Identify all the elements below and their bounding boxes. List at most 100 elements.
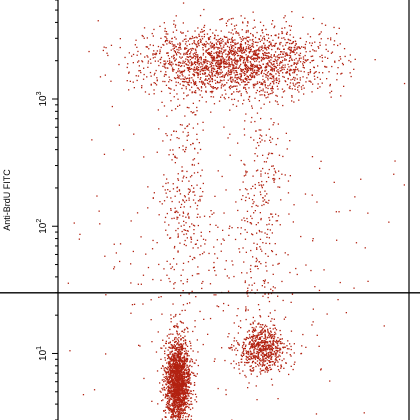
data-point xyxy=(193,74,195,77)
data-point xyxy=(180,402,182,405)
data-point xyxy=(255,365,257,368)
data-point xyxy=(183,233,185,236)
data-point xyxy=(167,403,170,405)
data-point xyxy=(251,199,254,201)
data-point xyxy=(275,356,278,358)
data-point xyxy=(248,67,250,69)
data-point xyxy=(236,55,239,57)
data-point xyxy=(216,51,218,53)
data-point xyxy=(163,44,165,46)
data-point xyxy=(241,81,243,83)
data-point xyxy=(174,357,177,359)
data-point xyxy=(164,41,166,43)
data-point xyxy=(257,49,259,51)
data-point xyxy=(234,46,237,49)
data-point xyxy=(242,61,245,63)
data-point xyxy=(260,333,262,336)
data-point xyxy=(294,79,296,81)
data-point xyxy=(240,47,243,49)
data-point xyxy=(240,44,242,46)
data-point xyxy=(186,237,188,239)
data-point xyxy=(178,47,180,49)
data-point xyxy=(178,412,180,414)
data-point xyxy=(165,394,167,396)
data-point xyxy=(175,46,177,48)
data-point xyxy=(194,42,196,45)
data-point xyxy=(197,364,199,367)
data-point xyxy=(200,59,202,61)
data-point xyxy=(235,51,237,53)
data-point xyxy=(233,345,235,347)
data-point xyxy=(175,348,177,350)
data-point xyxy=(269,136,272,138)
data-point xyxy=(187,382,190,384)
data-point xyxy=(163,22,165,24)
data-point xyxy=(217,87,219,89)
data-point xyxy=(144,56,146,58)
data-point xyxy=(187,68,190,70)
data-point xyxy=(176,380,178,383)
data-point xyxy=(247,351,250,353)
data-point xyxy=(286,53,288,55)
data-point xyxy=(202,47,204,49)
data-point xyxy=(199,38,201,40)
data-point xyxy=(283,17,285,19)
data-point xyxy=(252,340,254,342)
data-point xyxy=(195,243,197,245)
data-point xyxy=(203,82,205,84)
data-point xyxy=(172,402,174,405)
data-point xyxy=(271,348,273,351)
data-point xyxy=(263,358,265,360)
data-point xyxy=(124,56,126,59)
data-point xyxy=(189,59,192,61)
data-point xyxy=(180,203,183,206)
data-point xyxy=(253,335,256,337)
data-point xyxy=(251,39,253,41)
data-point xyxy=(374,59,376,61)
data-point xyxy=(185,376,188,378)
data-point xyxy=(294,70,296,72)
data-point xyxy=(178,384,180,386)
data-point xyxy=(257,323,259,325)
data-point xyxy=(188,48,190,51)
data-point xyxy=(274,25,276,27)
data-point xyxy=(172,353,174,355)
data-point xyxy=(278,340,280,343)
data-point xyxy=(250,277,252,279)
data-point xyxy=(141,87,143,89)
data-point xyxy=(202,81,204,83)
data-point xyxy=(184,43,187,45)
data-point xyxy=(184,369,186,371)
data-point xyxy=(276,64,279,66)
data-point xyxy=(304,61,306,64)
data-point xyxy=(294,361,296,363)
data-point xyxy=(403,82,406,85)
data-point xyxy=(268,57,270,59)
data-point xyxy=(289,68,291,70)
data-point xyxy=(273,363,275,365)
data-point xyxy=(267,342,269,344)
data-point xyxy=(181,401,184,404)
data-point xyxy=(193,62,196,64)
data-point xyxy=(265,342,267,344)
data-point xyxy=(259,64,262,67)
data-point xyxy=(208,74,210,76)
data-point xyxy=(194,69,196,71)
data-point xyxy=(169,370,171,372)
data-point xyxy=(237,32,240,34)
data-point xyxy=(189,77,191,79)
data-point xyxy=(300,57,302,59)
data-point xyxy=(250,32,252,35)
data-point xyxy=(233,65,235,67)
data-point xyxy=(174,315,177,317)
data-point xyxy=(179,385,181,387)
data-point xyxy=(186,398,188,400)
data-point xyxy=(196,66,198,68)
data-point xyxy=(164,189,166,191)
data-point xyxy=(251,64,253,66)
data-point xyxy=(173,20,175,22)
data-point xyxy=(233,48,235,50)
data-point xyxy=(182,402,184,405)
data-point xyxy=(265,74,267,76)
data-point xyxy=(188,216,190,218)
